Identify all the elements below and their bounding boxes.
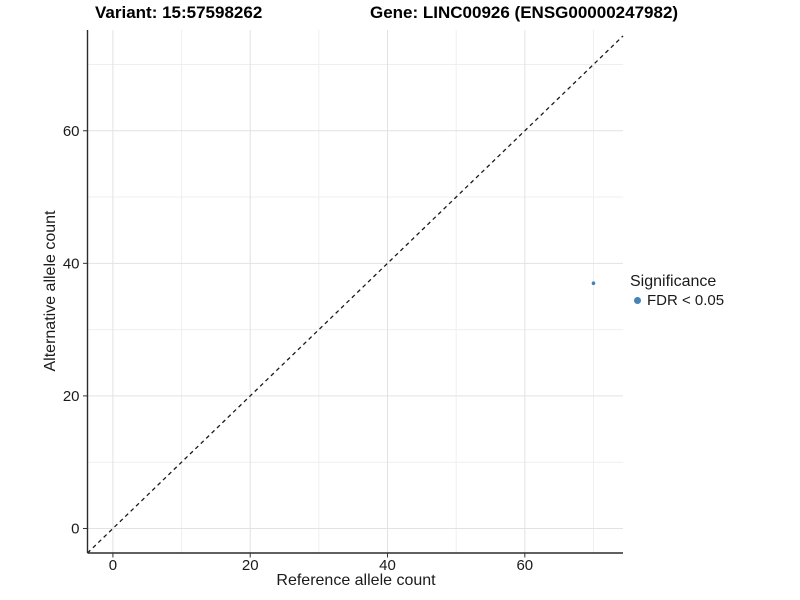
y-tick-label: 60 [63, 123, 80, 140]
legend-item-label: FDR < 0.05 [647, 291, 725, 309]
plot-title-variant: Variant: 15:57598262 [95, 3, 263, 22]
y-tick-label: 20 [63, 388, 80, 405]
x-tick-label: 60 [516, 557, 533, 574]
data-point [591, 281, 596, 286]
legend: Significance FDR < 0.05 [630, 272, 724, 309]
identity-line [87, 35, 624, 554]
x-axis-title: Reference allele count [276, 572, 436, 589]
legend-title: Significance [630, 273, 717, 290]
x-tick-label: 0 [109, 557, 117, 574]
y-tick-label: 40 [63, 255, 80, 272]
y-tick-label: 0 [71, 520, 79, 537]
plot-title-gene: Gene: LINC00926 (ENSG00000247982) [370, 3, 679, 22]
legend-item: FDR < 0.05 [634, 291, 724, 309]
y-axis-title: Alternative allele count [42, 210, 59, 372]
legend-point-icon [634, 296, 641, 304]
x-tick-label: 40 [379, 557, 396, 574]
x-tick-label: 20 [242, 557, 259, 574]
